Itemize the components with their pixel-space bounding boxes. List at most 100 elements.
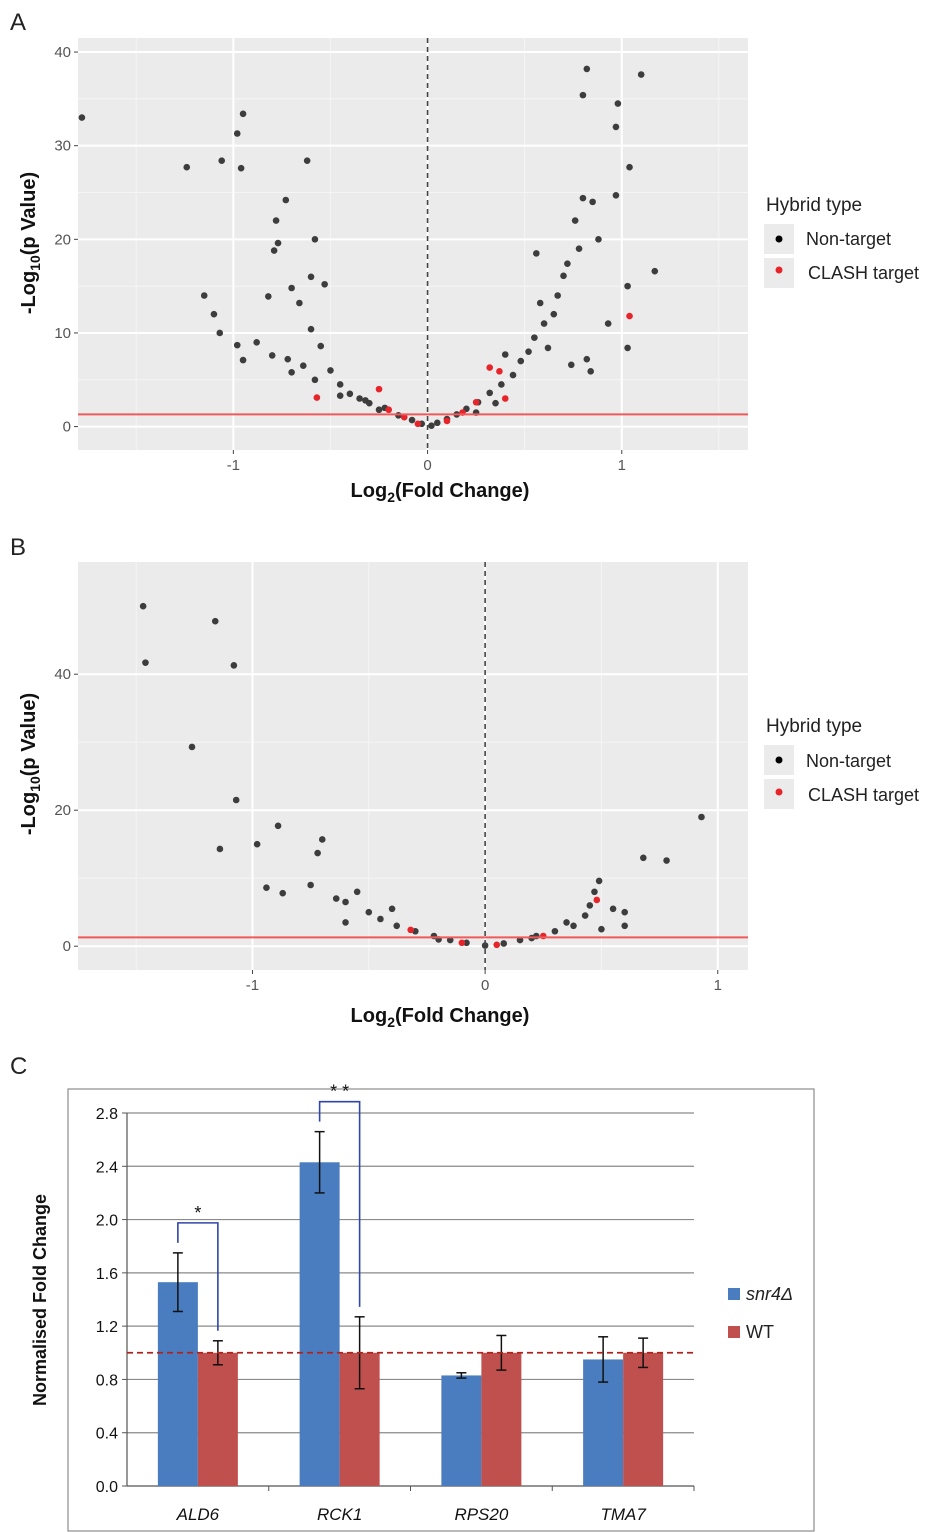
- point-non-target: [533, 250, 540, 257]
- bar-snr4: [157, 1282, 198, 1486]
- point-non-target: [651, 267, 659, 275]
- x-tick-label: 1: [714, 977, 722, 994]
- point-non-target: [446, 936, 454, 944]
- reference-lines-a: [78, 38, 748, 450]
- y-tick-label: 40: [54, 666, 71, 683]
- panel-label-a: A: [10, 9, 26, 36]
- point-non-target: [587, 368, 594, 375]
- point-non-target: [560, 272, 567, 280]
- point-non-target: [579, 91, 587, 99]
- x-tick-label: -1: [246, 977, 259, 994]
- y-axis-title-a: -Log10(p Value): [18, 172, 43, 314]
- x-tick-label: 0: [423, 457, 431, 474]
- point-non-target: [356, 395, 363, 402]
- point-non-target: [531, 334, 538, 341]
- category-label: RPS20: [454, 1505, 508, 1524]
- point-clash-target: [458, 939, 466, 947]
- point-non-target: [303, 157, 311, 164]
- point-non-target: [183, 163, 191, 171]
- y-tick-label: 0.0: [96, 1479, 118, 1496]
- point-non-target: [307, 325, 315, 333]
- point-non-target: [307, 273, 315, 281]
- category-label: RCK1: [317, 1505, 362, 1524]
- point-clash-target: [626, 312, 633, 320]
- point-non-target: [583, 65, 591, 73]
- point-non-target: [388, 905, 396, 913]
- y-tick-label: 0: [63, 419, 71, 436]
- point-non-target: [274, 239, 282, 247]
- point-non-target: [307, 881, 314, 889]
- point-non-target: [332, 895, 340, 902]
- y-tick-label: 20: [54, 231, 71, 248]
- point-non-target: [570, 922, 577, 930]
- x-tick-label: 0: [481, 977, 489, 994]
- point-non-target: [375, 406, 383, 414]
- legend-swatch-snr4: [728, 1288, 740, 1300]
- point-non-target: [595, 236, 602, 243]
- point-clash-target: [400, 413, 408, 421]
- x-tick-label: -1: [227, 457, 240, 474]
- x-ticks-a: -1 0 1: [227, 450, 626, 474]
- point-clash-target: [501, 395, 509, 402]
- bar-wt: [481, 1352, 522, 1486]
- point-non-target: [598, 925, 605, 933]
- point-non-target: [554, 292, 561, 299]
- point-non-target: [563, 919, 570, 926]
- bar-snr4: [441, 1375, 482, 1486]
- point-non-target: [509, 371, 517, 379]
- point-non-target: [624, 282, 631, 290]
- panel-label-c: C: [10, 1053, 27, 1080]
- point-non-target: [698, 813, 705, 821]
- point-non-target: [463, 939, 470, 947]
- point-non-target: [210, 310, 218, 318]
- point-non-target: [586, 902, 594, 909]
- point-non-target: [270, 247, 278, 254]
- point-non-target: [362, 397, 369, 404]
- point-non-target: [268, 352, 276, 359]
- x-axis-title-a: Log2(Fold Change): [351, 480, 530, 505]
- legend-title-a: Hybrid type: [766, 195, 862, 216]
- point-non-target: [591, 888, 598, 896]
- point-non-target: [288, 284, 295, 292]
- point-non-target: [314, 849, 321, 857]
- significance-bracket: [318, 1100, 361, 1307]
- legend-key-non-target-a: [775, 235, 783, 243]
- category-labels-c: ALD6 RCK1 RPS20 TMA7: [176, 1486, 695, 1524]
- x-axis-title-b: Log2(Fold Change): [351, 1005, 530, 1030]
- point-non-target: [253, 339, 260, 346]
- point-non-target: [365, 908, 373, 916]
- point-non-target: [624, 344, 631, 352]
- point-non-target: [321, 280, 328, 288]
- point-clash-target: [486, 364, 494, 371]
- point-non-target: [318, 836, 326, 843]
- point-non-target: [621, 908, 629, 916]
- y-tick-label: 2.0: [96, 1213, 118, 1230]
- point-non-target: [237, 164, 245, 172]
- point-non-target: [589, 198, 596, 206]
- point-non-target: [540, 320, 548, 327]
- legend-label-a-0: Non-target: [806, 229, 891, 249]
- legend-a: Hybrid type Non-target CLASH target: [764, 195, 919, 288]
- points-b: [139, 602, 705, 949]
- point-non-target: [604, 320, 612, 327]
- point-non-target: [78, 114, 86, 121]
- y-ticks-c: 0.0 0.4 0.8 1.2 1.6 2.0 2.4 2.8: [96, 1106, 128, 1496]
- category-label: ALD6: [176, 1505, 220, 1524]
- y-ticks-b: 0 20 40: [54, 666, 78, 955]
- point-non-target: [265, 293, 272, 300]
- point-non-target: [279, 889, 287, 897]
- point-non-target: [188, 743, 196, 751]
- point-non-target: [550, 310, 558, 318]
- point-non-target: [544, 344, 552, 352]
- points-a: [78, 65, 659, 429]
- point-non-target: [216, 845, 224, 853]
- point-non-target: [327, 367, 334, 374]
- point-non-target: [663, 857, 670, 864]
- point-non-target: [481, 942, 489, 949]
- point-non-target: [342, 919, 349, 926]
- point-clash-target: [385, 406, 393, 414]
- point-non-target: [637, 71, 645, 78]
- legend-label-wt: WT: [746, 1322, 774, 1342]
- y-tick-label: 2.8: [96, 1106, 118, 1123]
- point-non-target: [498, 381, 505, 388]
